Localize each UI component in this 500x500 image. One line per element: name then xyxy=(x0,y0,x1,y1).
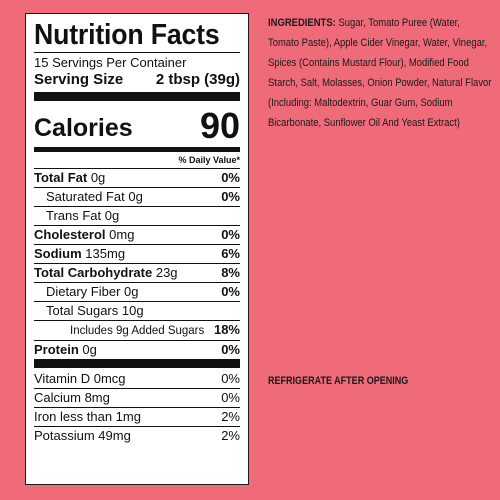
storage-note: REFRIGERATE AFTER OPENING xyxy=(268,375,409,387)
ingredients-list: Sugar, Tomato Puree (Water, Tomato Paste… xyxy=(268,17,492,129)
serving-size-label: Serving Size xyxy=(34,71,124,88)
nutrient-row-added-sugars: Includes 9g Added Sugars 18% xyxy=(34,321,240,341)
nutrient-row-protein: Protein 0g 0% xyxy=(34,342,240,357)
thick-divider xyxy=(34,359,240,368)
serving-size-row: Serving Size 2 tbsp (39g) xyxy=(34,71,240,89)
nutrient-row-total-carbohydrate: Total Carbohydrate 23g 8% xyxy=(34,264,240,283)
nutrient-row-total-fat: Total Fat 0g 0% xyxy=(34,169,240,188)
nutrient-row-sodium: Sodium 135mg 6% xyxy=(34,245,240,264)
nutrient-row-cholesterol: Cholesterol 0mg 0% xyxy=(34,226,240,245)
nutrient-row-trans-fat: Trans Fat 0g xyxy=(34,207,240,226)
serving-size-value: 2 tbsp (39g) xyxy=(155,71,240,88)
ingredients-heading: INGREDIENTS: xyxy=(268,17,336,29)
daily-value-header: % Daily Value* xyxy=(34,152,240,169)
calories-row: Calories 90 xyxy=(34,103,240,145)
vitamin-row-potassium: Potassium 49mg 2% xyxy=(34,428,240,443)
nutrient-row-dietary-fiber: Dietary Fiber 0g 0% xyxy=(34,283,240,302)
nutrition-facts-panel: Nutrition Facts 15 Servings Per Containe… xyxy=(25,13,249,485)
nutrition-facts-title: Nutrition Facts xyxy=(34,19,220,51)
vitamin-row-calcium: Calcium 8mg 0% xyxy=(34,389,240,408)
vitamin-row-vitamin-d: Vitamin D 0mcg 0% xyxy=(34,370,240,389)
ingredients-text: INGREDIENTS: Sugar, Tomato Puree (Water,… xyxy=(268,13,492,133)
nutrient-row-saturated-fat: Saturated Fat 0g 0% xyxy=(34,188,240,207)
nutrient-row-total-sugars: Total Sugars 10g xyxy=(34,302,240,321)
vitamin-row-iron: Iron less than 1mg 2% xyxy=(34,408,240,427)
divider xyxy=(34,52,240,53)
calories-value: 90 xyxy=(199,105,240,146)
calories-label: Calories xyxy=(34,114,133,142)
medium-divider xyxy=(34,147,240,152)
servings-per-container: 15 Servings Per Container xyxy=(34,55,187,70)
thick-divider xyxy=(34,92,240,101)
